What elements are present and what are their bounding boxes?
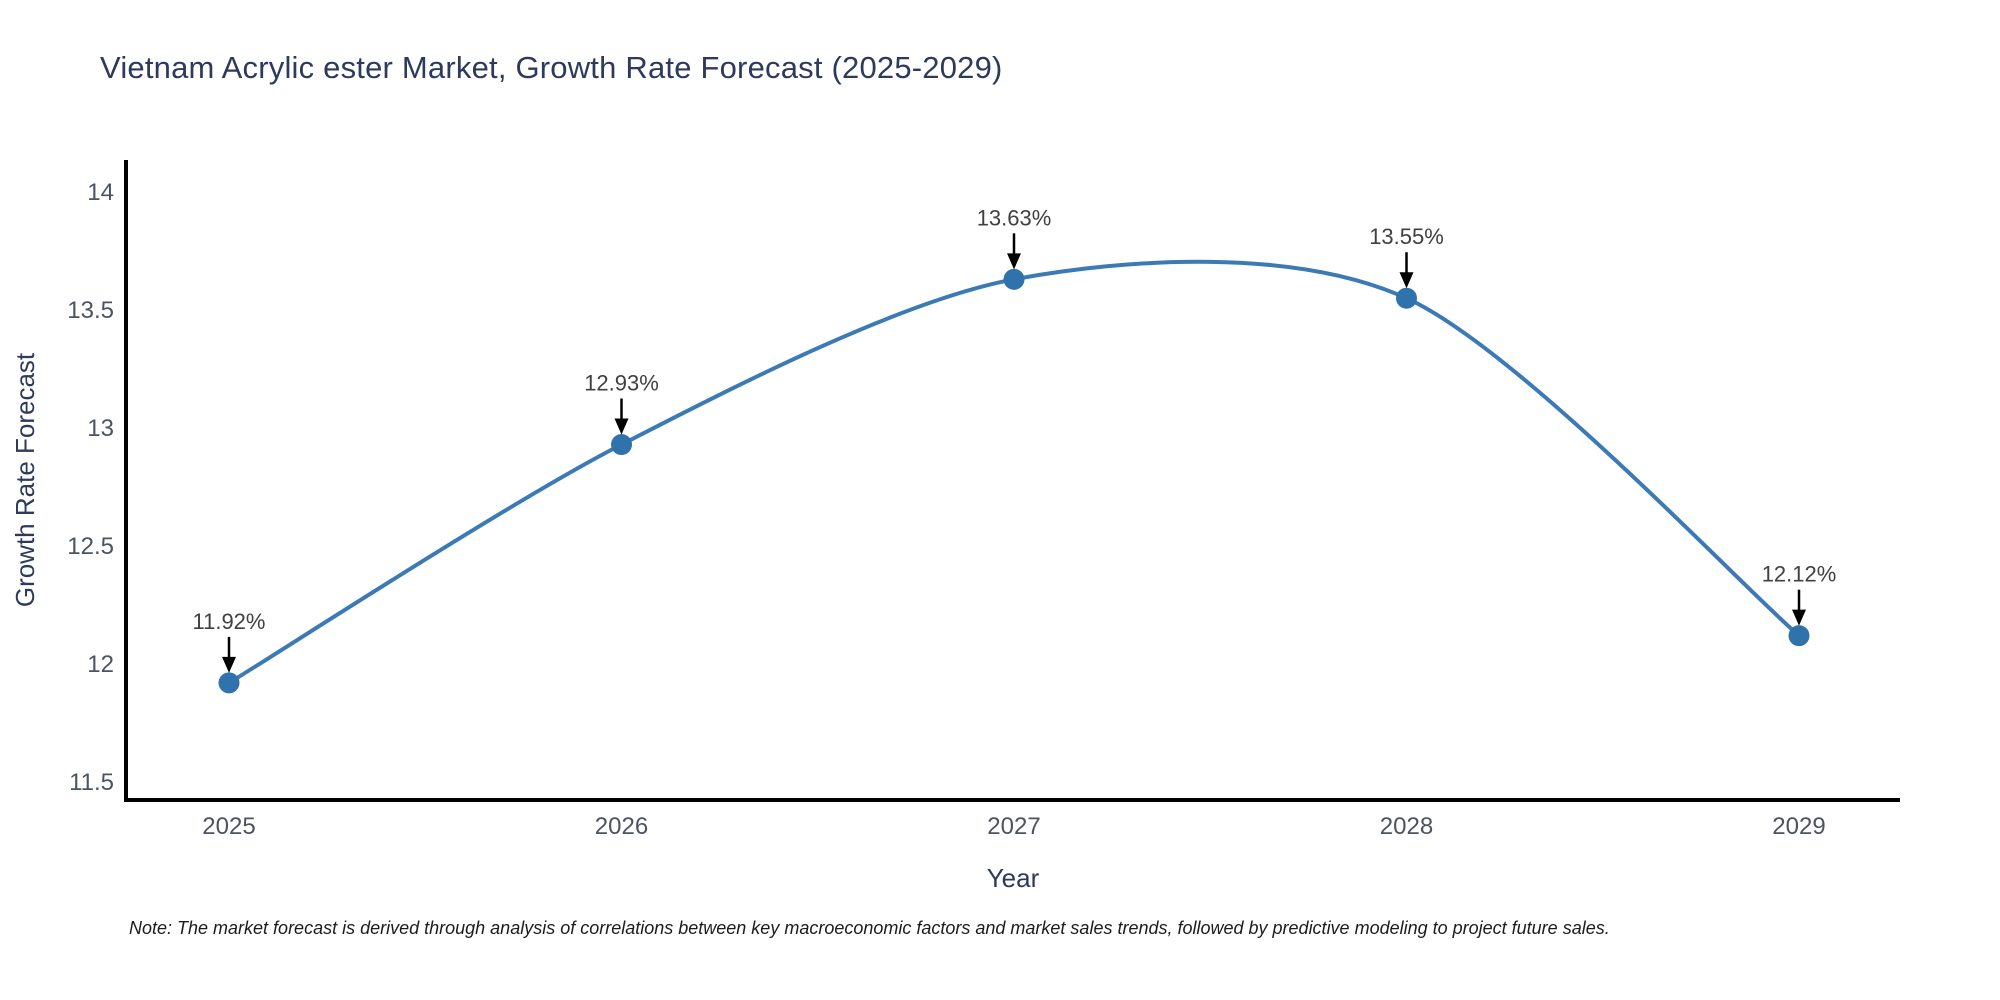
annotation-arrowhead <box>614 418 629 435</box>
point-value-label: 12.93% <box>584 371 659 396</box>
x-tick-label: 2026 <box>595 813 648 840</box>
footnote: Note: The market forecast is derived thr… <box>129 918 1610 938</box>
x-tick-label: 2027 <box>987 813 1040 840</box>
point-value-label: 11.92% <box>193 609 266 634</box>
y-tick-label: 14 <box>87 179 114 206</box>
annotation-arrowhead <box>1007 253 1021 270</box>
data-point-2025[interactable] <box>218 672 240 694</box>
data-point-2029[interactable] <box>1788 625 1810 647</box>
y-tick-label: 13 <box>87 415 114 442</box>
x-tick-label: 2029 <box>1772 813 1825 840</box>
y-tick-label: 12.5 <box>67 533 114 560</box>
point-value-label: 12.12% <box>1762 562 1837 587</box>
data-point-2028[interactable] <box>1396 287 1417 309</box>
data-point-2026[interactable] <box>611 434 632 456</box>
y-tick-label: 11.5 <box>69 769 114 796</box>
chart-title: Vietnam Acrylic ester Market, Growth Rat… <box>100 50 1003 85</box>
y-axis-title: Growth Rate Forecast <box>10 352 40 607</box>
annotation-arrowhead <box>222 656 236 673</box>
point-value-label: 13.63% <box>977 205 1052 230</box>
x-axis-title: Year <box>987 863 1040 893</box>
forecast-line <box>227 259 1801 685</box>
point-value-label: 13.55% <box>1369 224 1444 249</box>
y-tick-label: 12 <box>87 651 114 678</box>
y-tick-label: 13.5 <box>67 297 114 324</box>
annotation-arrowhead <box>1399 272 1414 289</box>
x-tick-label: 2025 <box>202 813 255 840</box>
x-tick-label: 2028 <box>1380 813 1433 840</box>
annotation-arrowhead <box>1792 609 1806 626</box>
data-point-2027[interactable] <box>1003 268 1025 290</box>
